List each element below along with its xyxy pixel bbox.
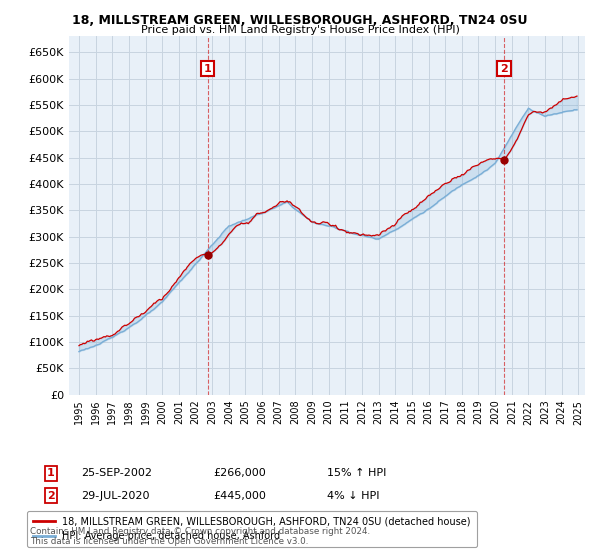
Text: £445,000: £445,000 (213, 491, 266, 501)
Text: 25-SEP-2002: 25-SEP-2002 (81, 468, 152, 478)
Text: 1: 1 (204, 64, 212, 74)
Text: 18, MILLSTREAM GREEN, WILLESBOROUGH, ASHFORD, TN24 0SU: 18, MILLSTREAM GREEN, WILLESBOROUGH, ASH… (72, 14, 528, 27)
Text: Price paid vs. HM Land Registry's House Price Index (HPI): Price paid vs. HM Land Registry's House … (140, 25, 460, 35)
Legend: 18, MILLSTREAM GREEN, WILLESBOROUGH, ASHFORD, TN24 0SU (detached house), HPI: Av: 18, MILLSTREAM GREEN, WILLESBOROUGH, ASH… (28, 511, 477, 547)
Text: 1: 1 (47, 468, 55, 478)
Text: £266,000: £266,000 (213, 468, 266, 478)
Text: 29-JUL-2020: 29-JUL-2020 (81, 491, 149, 501)
Text: 4% ↓ HPI: 4% ↓ HPI (327, 491, 380, 501)
Text: Contains HM Land Registry data © Crown copyright and database right 2024.
This d: Contains HM Land Registry data © Crown c… (30, 526, 370, 546)
Text: 2: 2 (47, 491, 55, 501)
Text: 2: 2 (500, 64, 508, 74)
Text: 15% ↑ HPI: 15% ↑ HPI (327, 468, 386, 478)
